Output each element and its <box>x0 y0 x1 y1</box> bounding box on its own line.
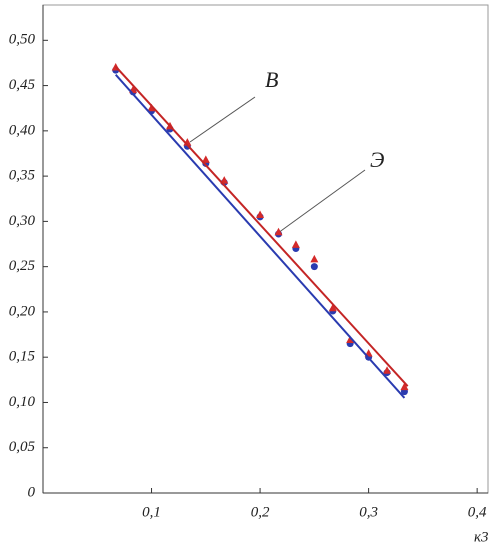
y-tick-label: 0,45 <box>9 77 36 93</box>
y-tick-label: 0,10 <box>9 394 36 410</box>
point <box>274 227 283 236</box>
point <box>310 254 319 263</box>
leader-line <box>189 96 256 143</box>
point <box>291 240 300 248</box>
y-tick-label: 0,50 <box>9 32 36 48</box>
point <box>310 263 318 271</box>
annotation: В <box>265 67 278 92</box>
y-tick-label: 0,05 <box>9 439 36 455</box>
y-tick-label: 0,15 <box>9 349 36 365</box>
fit-line <box>114 74 406 399</box>
y-tick-label: 0,25 <box>9 258 36 274</box>
point <box>256 210 265 219</box>
annotation: Э <box>370 147 384 172</box>
y-tick-label: 0,20 <box>9 303 36 319</box>
y-tick-label: 0,30 <box>9 213 36 229</box>
point <box>383 366 392 374</box>
fit-line <box>114 65 409 387</box>
leader-line <box>277 169 366 234</box>
y-tick-label: 0 <box>28 484 36 500</box>
point <box>346 335 355 343</box>
point <box>328 303 337 312</box>
x-axis-label: к3 <box>474 529 489 545</box>
point <box>201 155 210 163</box>
x-tick-label: 0,2 <box>251 504 270 520</box>
x-tick-label: 0,4 <box>468 504 487 520</box>
y-tick-label: 0,40 <box>9 122 36 138</box>
x-tick-label: 0,3 <box>359 504 378 520</box>
x-tick-label: 0,1 <box>142 504 161 520</box>
point <box>400 382 409 391</box>
y-tick-label: 0,35 <box>9 168 36 184</box>
